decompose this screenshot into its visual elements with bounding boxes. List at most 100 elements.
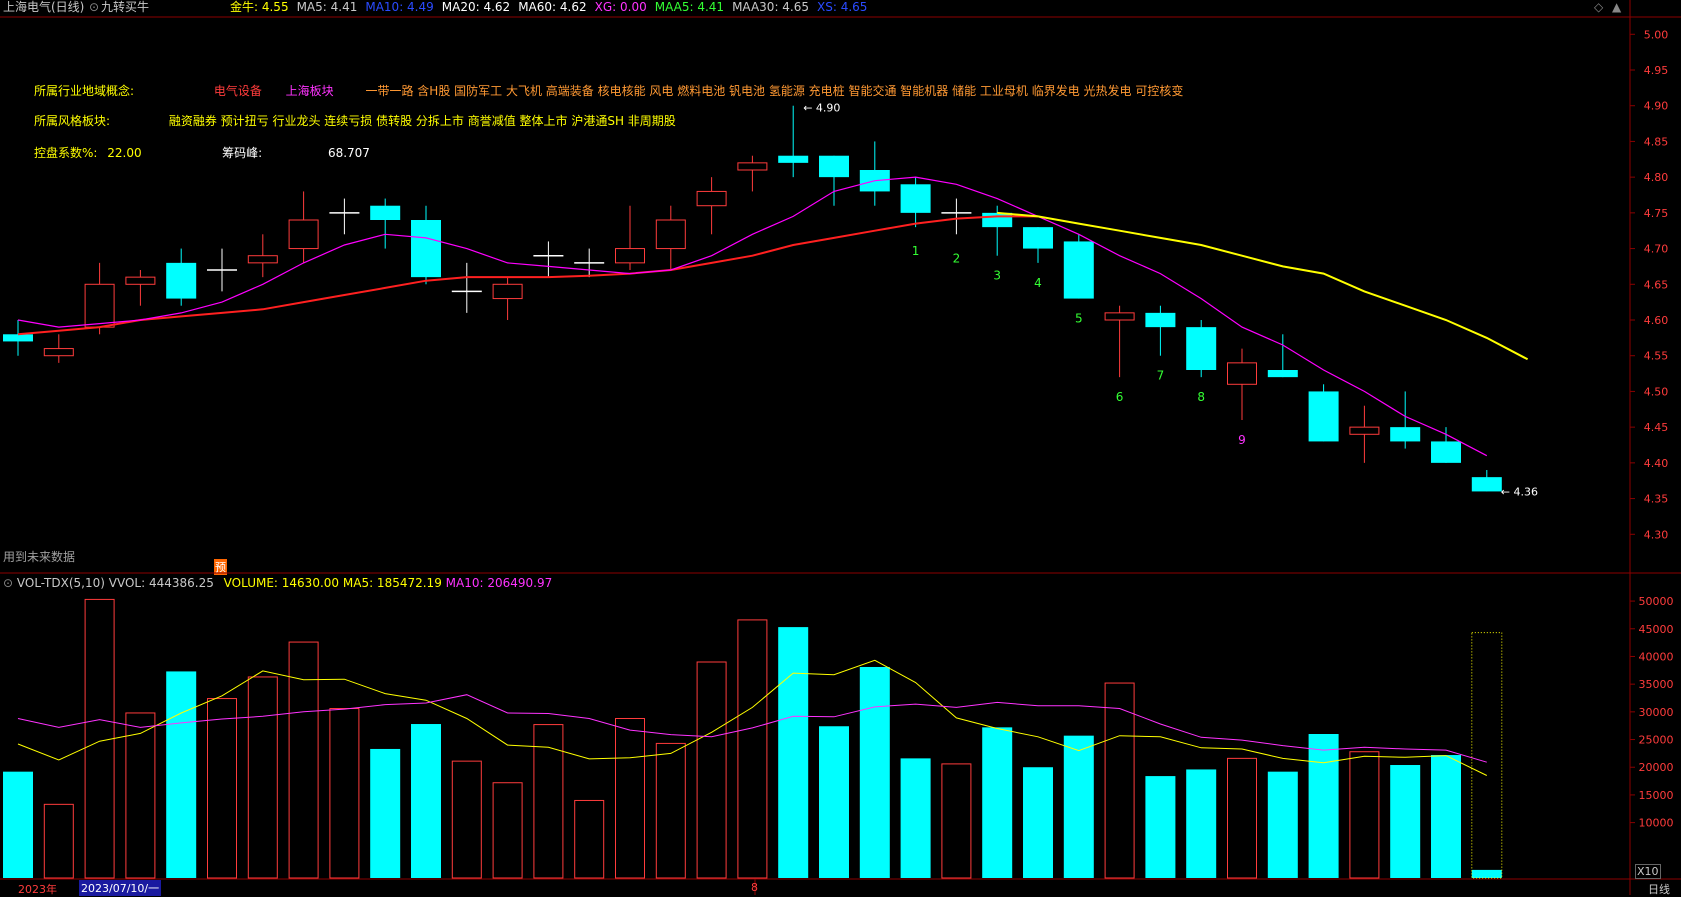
candle-body — [982, 212, 1013, 228]
price-tick-label: 4.65 — [1644, 278, 1669, 291]
high-price-label: ← 4.90 — [803, 102, 840, 115]
period-button[interactable]: 日线 — [1648, 883, 1670, 896]
candle-body — [900, 184, 931, 213]
forecast-volume-bar — [1471, 632, 1503, 879]
price-tick-label: 4.80 — [1644, 171, 1669, 184]
price-axis: 5.00 4.95 4.90 4.85 4.80 4.75 4.70 4.65 4.60 4.55… — [1630, 28, 1668, 541]
price-tick-label: 4.75 — [1644, 207, 1669, 220]
volume-bar — [1145, 776, 1176, 878]
candle-body — [3, 334, 33, 342]
volume-tick-label: 20000 — [1639, 761, 1674, 774]
volume-bar — [574, 799, 605, 879]
candle-body — [1227, 362, 1257, 385]
industry-label: 所属行业地域概念: — [34, 84, 135, 98]
nine-turn-count: 5 — [1075, 312, 1083, 326]
candle-body — [1145, 312, 1176, 328]
candle-body — [819, 155, 849, 178]
volume-bar — [1471, 869, 1502, 878]
nine-turn-count: 7 — [1157, 369, 1165, 383]
year-label: 2023年 — [18, 883, 57, 896]
volume-tick-label: 10000 — [1639, 817, 1674, 830]
nine-turn-count: 9 — [1238, 433, 1246, 447]
low-price-label: ← 4.36 — [1501, 485, 1538, 498]
indicator-toggle-icon[interactable]: ⊙ — [89, 0, 100, 14]
volume-tick-label: 40000 — [1639, 650, 1674, 663]
volume-bar — [1349, 751, 1380, 879]
candle-body — [778, 155, 809, 163]
volume-axis: 50000 45000 40000 35000 30000 25000 20000 15000… — [1630, 595, 1674, 830]
ma5-line — [17, 176, 1488, 457]
vvol-value: VVOL: 444386.25 — [108, 576, 214, 590]
price-tick-label: 4.60 — [1644, 314, 1669, 327]
candle-body — [166, 262, 197, 299]
price-tick-label: 4.70 — [1644, 243, 1669, 256]
volume-ma-lines — [17, 659, 1488, 776]
industry-value[interactable]: 电气设备 — [213, 84, 262, 98]
scroll-up-icon[interactable]: ▲ — [1612, 0, 1622, 14]
volume-bar — [1308, 734, 1339, 878]
volume-ma10-value: MA10: 206490.97 — [445, 576, 553, 590]
volume-bar — [370, 748, 401, 878]
volume-toggle-icon[interactable]: ⊙ — [3, 576, 14, 590]
volume-bar — [3, 771, 33, 878]
cursor-date: 2023/07/10/一 — [79, 880, 162, 896]
candle-body — [84, 283, 115, 328]
future-data-note: 用到未来数据 — [3, 550, 76, 564]
volume-bar — [1390, 765, 1421, 878]
volume-indicator-name[interactable]: VOL-TDX(5,10) — [16, 576, 105, 590]
region-value[interactable]: 上海板块 — [285, 84, 334, 98]
candle-body — [370, 205, 401, 220]
price-ma-lines — [17, 176, 1529, 457]
indicator-value-7: MAA30: 4.65 — [732, 0, 810, 14]
style-label: 所属风格板块: — [34, 114, 111, 128]
volume-tick-label: 50000 — [1639, 595, 1674, 608]
volume-bar — [125, 712, 156, 879]
indicator-values: 金牛: 4.55 MA5: 4.41 MA10: 4.49 MA20: 4.62 MA6… — [230, 0, 875, 14]
ma20-line — [17, 215, 1038, 336]
forecast-marker: 预 — [214, 559, 227, 575]
candle-body — [492, 283, 523, 300]
jinniu-line — [997, 211, 1529, 361]
volume-ma10-line — [17, 694, 1487, 763]
candle-body — [411, 220, 441, 278]
volume-bar — [900, 758, 931, 878]
indicator-name[interactable]: 九转买牛 — [101, 0, 150, 14]
volume-bar — [1267, 771, 1298, 878]
volume-bar — [207, 698, 237, 879]
candle-body — [247, 255, 278, 264]
diamond-icon[interactable]: ◇ — [1594, 0, 1604, 14]
zoom-x10[interactable]: X10 — [1635, 864, 1661, 879]
volume-bar — [533, 724, 564, 879]
style-row: 所属风格板块: 融资融券 预计扭亏 行业龙头 连续亏损 债转股 分拆上市 商誉减… — [34, 112, 682, 129]
indicator-value-3: MA20: 4.62 — [441, 0, 511, 14]
candle-body — [125, 276, 156, 285]
volume-bar — [1186, 769, 1217, 878]
candle-body — [1308, 391, 1339, 442]
month-label: 8 — [751, 881, 758, 894]
control-row: 控盘系数%: 22.00 筹码峰: 68.707 — [34, 144, 376, 161]
indicator-value-1: MA5: 4.41 — [296, 0, 358, 14]
concept-list: 一带一路 含H股 国防军工 大飞机 高端装备 核电核能 风电 燃料电池 钒电池 … — [365, 84, 1184, 98]
candle-body — [696, 190, 727, 207]
volume-ma5-line — [17, 659, 1488, 776]
chip-label: 筹码峰: — [222, 146, 263, 160]
volume-bar — [247, 676, 278, 879]
time-axis: 2023年 2023/07/10/一 8 日线 — [0, 880, 1681, 896]
nine-turn-count: 8 — [1197, 390, 1205, 404]
candle-body — [1104, 312, 1135, 321]
nine-turn-count: 4 — [1034, 276, 1042, 290]
indicator-value-6: MAA5: 4.41 — [654, 0, 725, 14]
volume-bar — [1104, 682, 1135, 879]
stock-name[interactable]: 上海电气(日线) — [3, 0, 85, 14]
volume-tick-label: 45000 — [1639, 623, 1674, 636]
volume-tick-label: 30000 — [1639, 706, 1674, 719]
volume-bar — [329, 708, 360, 879]
industry-row: 所属行业地域概念: 电气设备 上海板块 一带一路 含H股 国防军工 大飞机 高端… — [34, 82, 1189, 99]
price-tick-label: 4.35 — [1644, 493, 1669, 506]
volume-bar — [288, 641, 319, 879]
price-tick-label: 4.95 — [1644, 64, 1669, 77]
volume-bar — [778, 627, 809, 878]
price-tick-label: 4.30 — [1644, 528, 1669, 541]
chip-value: 68.707 — [327, 146, 370, 160]
